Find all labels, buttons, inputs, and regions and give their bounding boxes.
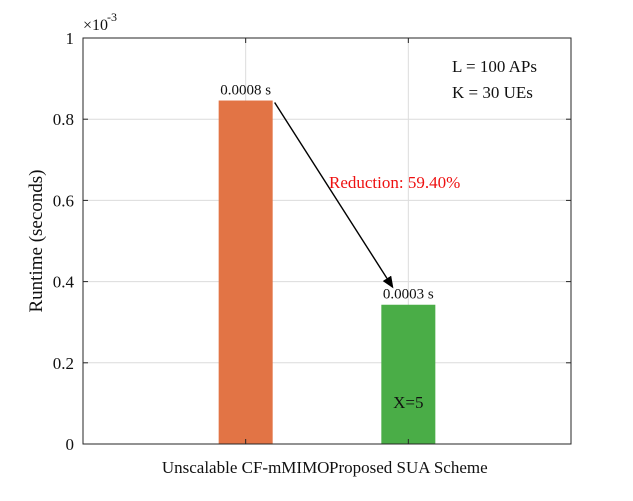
bar-1-value-label: 0.0008 s — [220, 83, 271, 99]
y-tick-label: 0 — [66, 435, 75, 454]
y-scale-exponent: -3 — [107, 10, 117, 24]
x-tick-label: Proposed SUA Scheme — [329, 458, 488, 477]
bars — [218, 100, 436, 445]
y-scale-base: ×10 — [83, 17, 108, 34]
y-tick-label: 0.2 — [53, 354, 74, 373]
reduction-annotation: Reduction: 59.40% — [329, 173, 460, 192]
legend-line-1: L = 100 APs — [452, 57, 537, 76]
bar-1 — [218, 100, 273, 445]
y-axis-title: Runtime (seconds) — [26, 169, 47, 312]
x-tick-label: Unscalable CF-mMIMO — [162, 458, 330, 477]
legend-line-2: K = 30 UEs — [452, 83, 533, 102]
bar-2-value-label: 0.0003 s — [383, 287, 434, 303]
labels: 0.0008 s Unscalable CF-mMIMO 0.0003 s X=5 Pr… — [53, 29, 488, 477]
y-tick-label: 0.4 — [53, 273, 75, 292]
y-tick-label: 1 — [66, 29, 75, 48]
reduction-arrow — [274, 102, 394, 289]
y-tick-label: 0.6 — [53, 191, 74, 210]
axis-ticks — [83, 37, 571, 445]
bar-2 — [381, 304, 436, 444]
legend-box: L = 100 APs K = 30 UEs — [452, 57, 537, 102]
plot-area-border — [82, 37, 572, 445]
bar-2-inner-label: X=5 — [393, 393, 423, 412]
y-tick-label: 0.8 — [53, 110, 74, 129]
